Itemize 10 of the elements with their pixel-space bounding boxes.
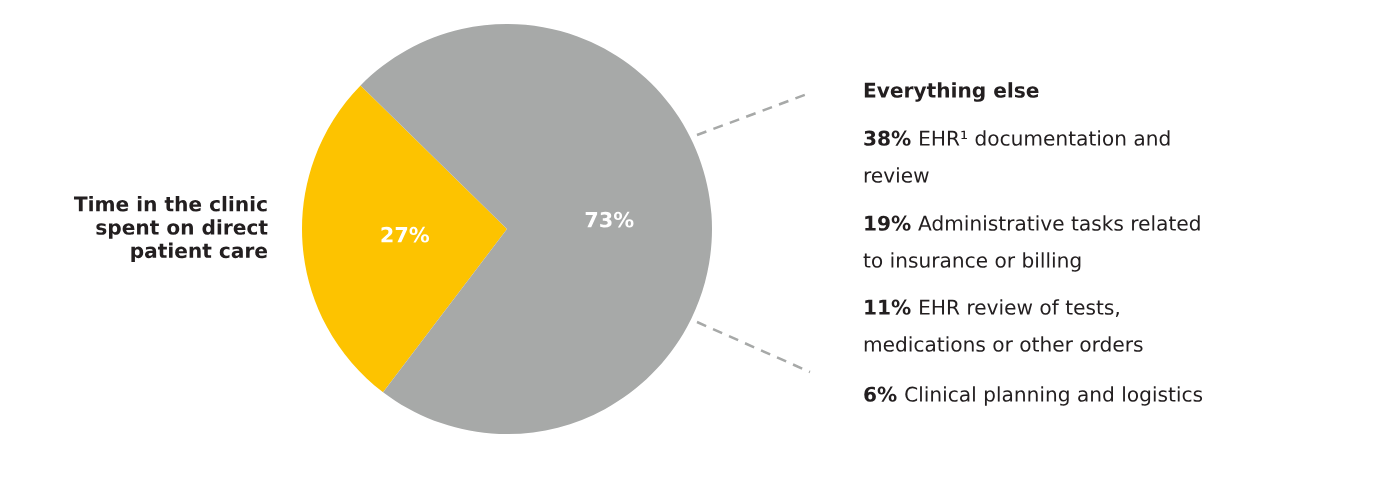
text: Everything else [864, 82, 1039, 102]
text: 38% EHR¹ documentation and review [864, 130, 1170, 183]
text: 11% EHR review of tests, medications or other orders [864, 299, 1143, 352]
pie-slice [360, 24, 712, 434]
text: 6% Clinical planning and logistics [864, 386, 1203, 406]
text: Time in the clinic spent on direct patient care [73, 195, 268, 263]
data-label: 73% [585, 211, 634, 228]
pie-slice [302, 85, 507, 393]
text: 19% Administrative tasks related to insurance or billing [863, 215, 1200, 272]
data-label: 27% [381, 226, 430, 243]
